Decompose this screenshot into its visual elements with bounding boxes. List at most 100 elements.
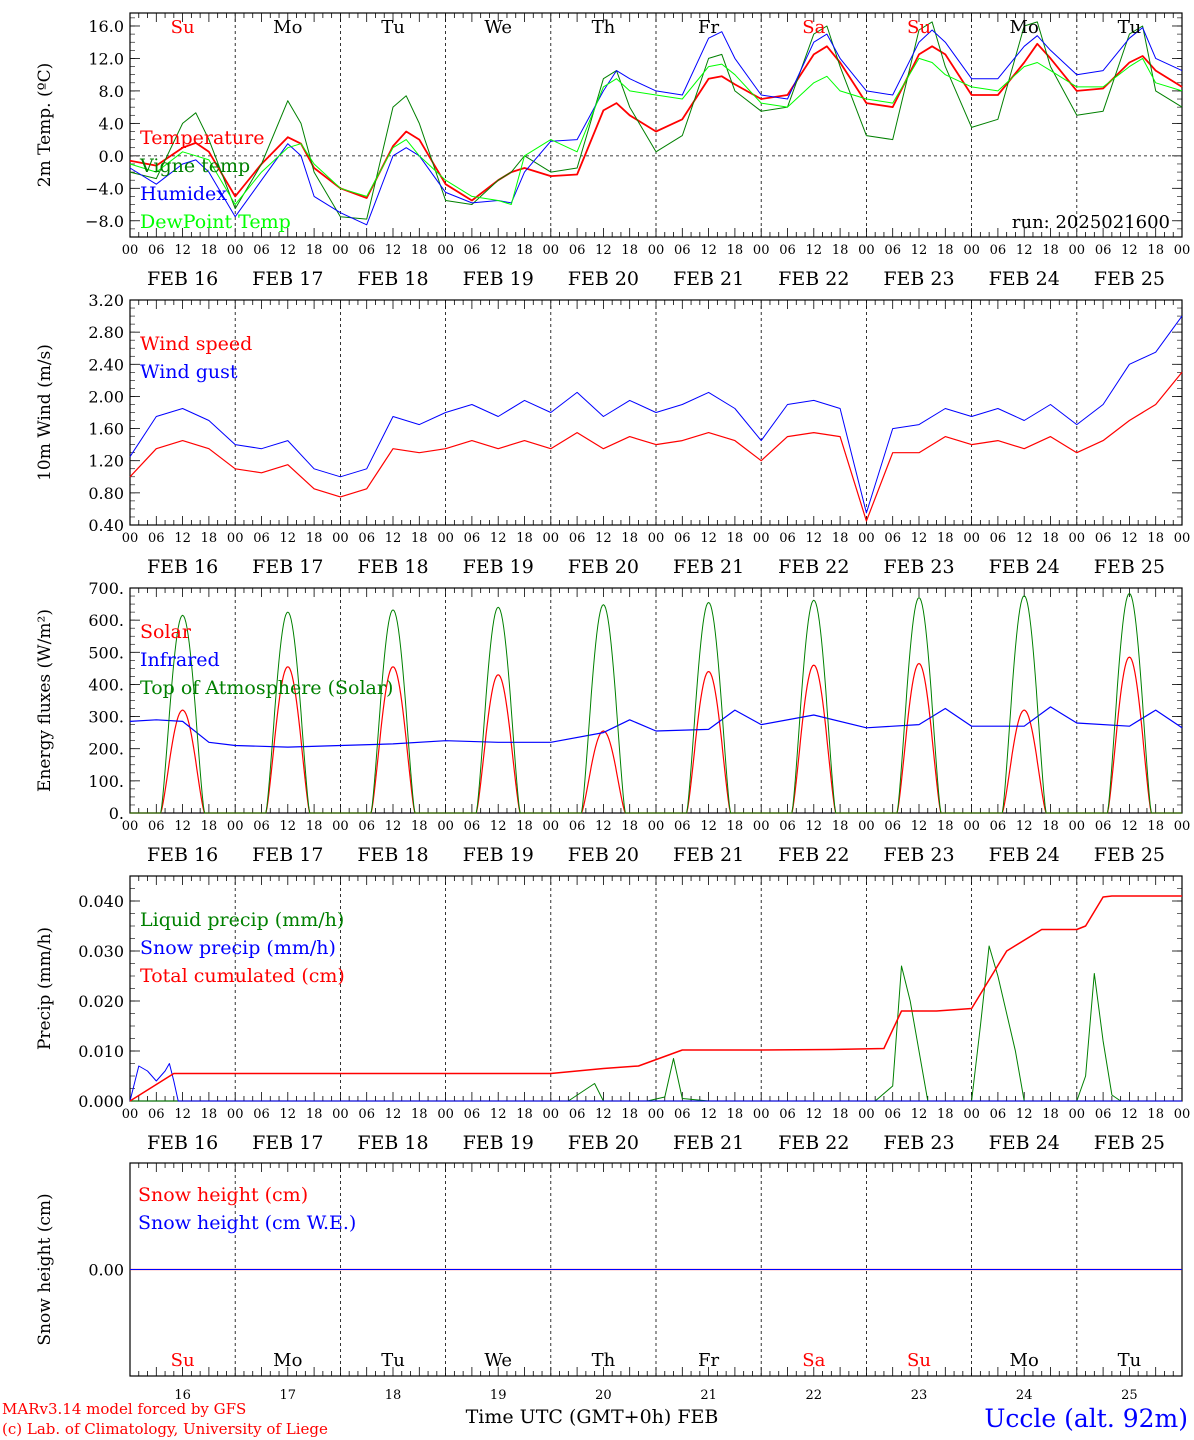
hour-tick-label: 00 <box>332 819 349 834</box>
day-abbr: We <box>484 17 512 38</box>
y-tick-label: 0.030 <box>78 942 124 961</box>
run-label: run: 2025021600 <box>1012 212 1170 233</box>
hour-tick-label: 18 <box>937 819 954 834</box>
day-date-label: FEB 22 <box>778 844 849 866</box>
day-date-label: 24 <box>1016 1388 1033 1403</box>
model-credit: MARv3.14 model forced by GFS <box>2 1400 246 1418</box>
legend-entry: Solar <box>140 621 192 643</box>
y-tick-label: 16.0 <box>88 17 124 36</box>
hour-tick-label: 00 <box>543 243 560 258</box>
hour-tick-label: 12 <box>385 531 402 546</box>
series-line-top-of-atmosphere-solar- <box>130 593 1182 814</box>
hour-tick-label: 00 <box>122 819 139 834</box>
hour-tick-label: 18 <box>621 819 638 834</box>
hour-tick-label: 12 <box>911 531 928 546</box>
hour-tick-label: 12 <box>806 819 823 834</box>
panel-temp: −8.0 −4.0 0.0 4.0 8.0 12.0 16.0 2m Temp. (ºC) Te… <box>35 12 1190 290</box>
hour-tick-label: 00 <box>437 819 454 834</box>
legend-entry: Wind gust <box>140 361 238 383</box>
hour-tick-label: 06 <box>674 243 691 258</box>
day-abbr: Su <box>171 17 195 38</box>
hour-tick-label: 18 <box>411 819 428 834</box>
day-date-label: FEB 24 <box>989 556 1060 578</box>
hour-tick-label: 00 <box>543 819 560 834</box>
hour-tick-label: 12 <box>700 819 717 834</box>
day-date-label: FEB 16 <box>147 268 218 290</box>
hour-tick-label: 06 <box>358 819 375 834</box>
y-axis-label: Snow height (cm) <box>35 1193 55 1345</box>
hour-tick-label: 12 <box>174 1107 191 1122</box>
series-line-wind-speed <box>129 371 1183 522</box>
day-date-label: 18 <box>385 1388 402 1403</box>
y-tick-label: 0.80 <box>88 484 124 503</box>
legend-entry: Vigne temp <box>139 155 250 177</box>
hour-tick-label: 12 <box>490 531 507 546</box>
day-date-label: FEB 23 <box>883 844 954 866</box>
hour-tick-label: 06 <box>1095 1107 1112 1122</box>
hour-tick-label: 00 <box>543 1107 560 1122</box>
hour-tick-label: 18 <box>306 243 323 258</box>
day-date-label: FEB 21 <box>673 844 744 866</box>
hour-tick-label: 00 <box>437 531 454 546</box>
legend-entry: Liquid precip (mm/h) <box>140 909 344 931</box>
day-date-label: FEB 20 <box>568 556 639 578</box>
hour-tick-label: 06 <box>358 531 375 546</box>
hour-tick-label: 00 <box>122 243 139 258</box>
hour-tick-label: 18 <box>727 531 744 546</box>
series-line-temperature <box>129 42 1183 202</box>
hour-tick-label: 06 <box>990 819 1007 834</box>
hour-tick-label: 12 <box>1016 243 1033 258</box>
legend-entry: Total cumulated (cm) <box>140 965 345 987</box>
day-date-label: FEB 25 <box>1094 1132 1165 1154</box>
hour-tick-label: 06 <box>779 1107 796 1122</box>
day-date-label: 16 <box>174 1388 191 1403</box>
day-abbr: Mo <box>273 17 302 38</box>
day-abbr: Tu <box>381 1350 405 1371</box>
hour-tick-label: 12 <box>280 243 297 258</box>
hour-tick-label: 00 <box>648 819 665 834</box>
hour-tick-label: 00 <box>332 243 349 258</box>
hour-tick-label: 06 <box>464 1107 481 1122</box>
hour-tick-label: 18 <box>937 1107 954 1122</box>
hour-tick-label: 06 <box>1095 531 1112 546</box>
hour-tick-label: 00 <box>332 1107 349 1122</box>
series-line-infrared <box>129 706 1183 748</box>
series-line-snow-precip-mm-h- <box>129 1063 1182 1102</box>
hour-tick-label: 06 <box>884 1107 901 1122</box>
hour-tick-label: 00 <box>753 531 770 546</box>
hour-tick-label: 18 <box>1147 531 1164 546</box>
y-tick-label: 0. <box>109 804 124 823</box>
hour-tick-label: 18 <box>516 531 533 546</box>
day-abbr: Fr <box>698 1350 719 1371</box>
hour-tick-label: 00 <box>437 243 454 258</box>
day-abbr: Tu <box>1118 17 1142 38</box>
y-tick-label: 600. <box>88 611 124 630</box>
hour-tick-label: 06 <box>674 531 691 546</box>
hour-tick-label: 06 <box>148 819 165 834</box>
hour-tick-label: 12 <box>1016 531 1033 546</box>
hour-tick-label: 12 <box>280 531 297 546</box>
hour-tick-label: 18 <box>937 243 954 258</box>
hour-tick-label: 12 <box>174 531 191 546</box>
hour-tick-label: 00 <box>858 1107 875 1122</box>
hour-tick-label: 18 <box>1147 1107 1164 1122</box>
day-date-label: FEB 20 <box>568 268 639 290</box>
hour-tick-label: 00 <box>1069 819 1086 834</box>
hour-tick-label: 18 <box>306 819 323 834</box>
hour-tick-label: 18 <box>1042 531 1059 546</box>
hour-tick-label: 06 <box>148 1107 165 1122</box>
y-tick-label: 3.20 <box>88 291 124 310</box>
hour-tick-label: 12 <box>385 243 402 258</box>
day-abbr: Th <box>592 1350 616 1371</box>
hour-tick-label: 12 <box>1121 531 1138 546</box>
hour-tick-label: 18 <box>201 819 218 834</box>
hour-tick-label: 12 <box>911 1107 928 1122</box>
hour-tick-label: 18 <box>516 243 533 258</box>
hour-tick-label: 12 <box>490 1107 507 1122</box>
panel-energy: 0. 100. 200. 300. 400. 500. 600. 700. Energy flu… <box>35 579 1190 866</box>
y-tick-label: −8.0 <box>85 212 124 231</box>
y-tick-label: 200. <box>88 740 124 759</box>
hour-tick-label: 12 <box>280 1107 297 1122</box>
hour-tick-label: 18 <box>516 819 533 834</box>
day-date-label: 17 <box>280 1388 297 1403</box>
